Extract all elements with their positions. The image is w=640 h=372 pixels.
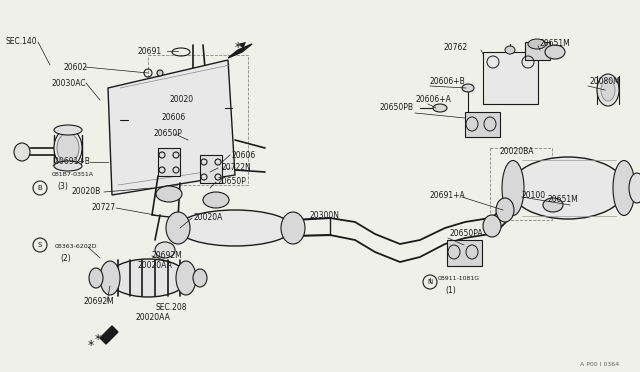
Text: 20020AA: 20020AA [135,314,170,323]
Text: 20727: 20727 [92,203,116,212]
Ellipse shape [176,261,196,295]
Bar [158,148,180,176]
Text: N: N [428,279,433,285]
Ellipse shape [462,84,474,92]
Ellipse shape [100,261,120,295]
Text: 20030AC: 20030AC [52,78,86,87]
Polygon shape [228,44,252,58]
Ellipse shape [545,45,565,59]
Text: 20602: 20602 [63,62,87,71]
Text: A P00 I 0364: A P00 I 0364 [580,362,620,368]
Text: 20080M: 20080M [590,77,621,87]
Text: 20650PA: 20650PA [450,230,484,238]
Ellipse shape [156,186,182,202]
Text: 08363-6202D: 08363-6202D [55,244,97,248]
Text: 20762: 20762 [443,44,467,52]
Ellipse shape [601,79,615,101]
Text: (2): (2) [60,253,71,263]
Text: S: S [38,242,42,248]
Bar [483,52,538,104]
Text: (1): (1) [445,285,456,295]
Ellipse shape [166,212,190,244]
Ellipse shape [496,198,514,222]
Text: J20691+B: J20691+B [52,157,90,167]
Text: 20650P: 20650P [153,129,182,138]
Text: B: B [38,185,42,191]
Ellipse shape [54,161,82,171]
Text: (3): (3) [57,182,68,190]
Ellipse shape [203,192,229,208]
Bar [200,155,222,183]
Ellipse shape [543,198,563,212]
Ellipse shape [177,210,292,246]
Ellipse shape [613,160,635,215]
Ellipse shape [502,160,524,215]
Text: SEC.208: SEC.208 [155,304,186,312]
Ellipse shape [54,125,82,135]
Text: 20020AA: 20020AA [137,262,172,270]
Text: 20020: 20020 [170,96,194,105]
Text: 20691+A: 20691+A [430,190,466,199]
Text: *: * [95,334,101,346]
Text: 20606: 20606 [162,113,186,122]
Ellipse shape [433,104,447,112]
Ellipse shape [629,173,640,203]
Ellipse shape [57,133,79,163]
Bar [465,112,500,137]
Text: 20692M: 20692M [83,298,114,307]
Text: 081B7-0351A: 081B7-0351A [52,173,94,177]
Ellipse shape [108,259,188,297]
Ellipse shape [511,157,625,219]
Ellipse shape [157,70,163,76]
Ellipse shape [155,242,175,258]
Text: 20100: 20100 [522,190,546,199]
Text: 20606+A: 20606+A [415,96,451,105]
Text: 20651M: 20651M [547,196,578,205]
Text: 20650P: 20650P [218,177,247,186]
Bar [490,148,552,220]
Text: *: * [235,42,241,55]
Bar [447,240,482,266]
Ellipse shape [597,74,619,106]
Ellipse shape [54,129,82,167]
Text: 20651M: 20651M [540,39,571,48]
Text: 20606+B: 20606+B [430,77,466,87]
Ellipse shape [193,269,207,287]
Bar [148,55,248,185]
Text: 20692M: 20692M [152,251,183,260]
Ellipse shape [89,268,103,288]
Text: *: * [88,340,94,353]
Ellipse shape [14,143,30,161]
Text: 20300N: 20300N [310,211,340,219]
Ellipse shape [483,215,501,237]
Text: 20020BA: 20020BA [500,148,534,157]
Text: 08911-1081G: 08911-1081G [438,276,480,280]
Text: SEC.140: SEC.140 [5,38,36,46]
Text: 20691: 20691 [138,46,162,55]
Text: 20650PB: 20650PB [380,103,414,112]
Ellipse shape [505,46,515,54]
Polygon shape [100,326,118,344]
Text: 20020A: 20020A [193,214,222,222]
Ellipse shape [281,212,305,244]
Text: 20020B: 20020B [72,187,101,196]
Polygon shape [108,60,235,195]
Ellipse shape [528,39,546,49]
Bar [525,42,550,60]
Text: 20606: 20606 [232,151,256,160]
Text: 20722N: 20722N [222,164,252,173]
